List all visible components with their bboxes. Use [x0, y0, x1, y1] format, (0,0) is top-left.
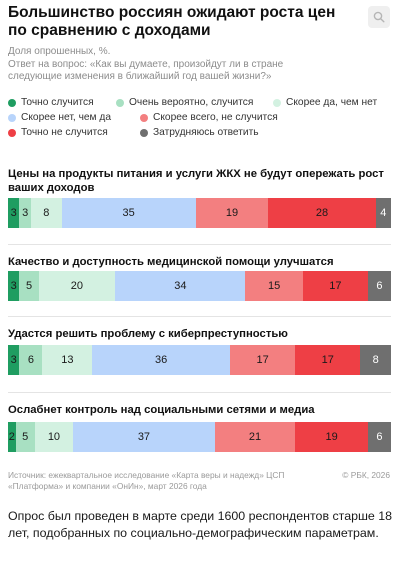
bar-segment: 3	[19, 198, 30, 228]
bar-segment: 8	[360, 345, 391, 375]
question-title: Цены на продукты питания и услуги ЖКХ не…	[8, 167, 398, 195]
legend-swatch	[8, 114, 16, 122]
question-title: Удастся решить проблему с киберпреступно…	[8, 327, 398, 341]
section-divider	[8, 392, 391, 393]
bar-segment: 17	[295, 345, 360, 375]
bar-segment: 37	[73, 422, 215, 452]
bar-segment: 15	[245, 271, 302, 301]
legend-swatch	[8, 129, 16, 137]
bar-segment: 6	[19, 345, 42, 375]
stacked-bar: 2 5 10 37 21 19 6	[8, 422, 391, 452]
bar-segment: 3	[8, 345, 19, 375]
stacked-bar: 3 3 8 35 19 28 4	[8, 198, 391, 228]
legend-item: Затрудняюсь ответить	[140, 127, 259, 138]
bar-segment: 19	[196, 198, 269, 228]
chart-card: Большинство россиян ожидают роста цен по…	[0, 0, 400, 497]
stacked-bar: 3 6 13 36 17 17 8	[8, 345, 391, 375]
legend-swatch	[140, 114, 148, 122]
section-divider	[8, 244, 391, 245]
bar-segment: 17	[230, 345, 295, 375]
search-button[interactable]	[368, 6, 390, 28]
bar-segment: 2	[8, 422, 16, 452]
subtitle-unit: Доля опрошенных, %.	[8, 46, 338, 59]
legend-label: Точно случится	[21, 97, 94, 108]
bar-segment: 3	[8, 271, 19, 301]
legend-label: Затрудняюсь ответить	[153, 127, 259, 138]
legend-swatch	[140, 129, 148, 137]
legend-label: Скорее да, чем нет	[286, 97, 377, 108]
chart-title: Большинство россиян ожидают роста цен по…	[8, 4, 358, 40]
bar-segment: 5	[16, 422, 35, 452]
stacked-bar: 3 5 20 34 15 17 6	[8, 271, 391, 301]
legend-item: Скорее да, чем нет	[273, 97, 377, 108]
legend-swatch	[116, 99, 124, 107]
bar-segment: 35	[62, 198, 196, 228]
legend-swatch	[273, 99, 281, 107]
question-title: Качество и доступность медицинской помощ…	[8, 255, 398, 269]
copyright-text: © РБК, 2026	[342, 470, 390, 480]
section-divider	[8, 316, 391, 317]
bar-segment: 36	[92, 345, 230, 375]
search-icon	[373, 11, 385, 23]
bar-segment: 21	[215, 422, 295, 452]
bar-segment: 3	[8, 198, 19, 228]
legend-item: Очень вероятно, случится	[116, 97, 253, 108]
subtitle-question: Ответ на вопрос: «Как вы думаете, произо…	[8, 59, 338, 84]
legend-item: Скорее всего, не случится	[140, 112, 278, 123]
legend-item: Точно не случится	[8, 127, 108, 138]
source-note: Источник: ежеквартальное исследование «К…	[8, 470, 308, 492]
bar-segment: 13	[42, 345, 92, 375]
legend-label: Точно не случится	[21, 127, 108, 138]
legend-swatch	[8, 99, 16, 107]
bar-segment: 4	[376, 198, 391, 228]
bar-segment: 6	[368, 422, 391, 452]
bar-segment: 19	[295, 422, 368, 452]
bar-segment: 10	[35, 422, 73, 452]
caption-text: Опрос был проведен в марте среди 1600 ре…	[8, 508, 393, 542]
bar-segment: 17	[303, 271, 368, 301]
legend-item: Точно случится	[8, 97, 94, 108]
bar-segment: 6	[368, 271, 391, 301]
copyright-note: © РБК, 2026	[342, 470, 390, 480]
legend-label: Очень вероятно, случится	[129, 97, 253, 108]
legend-label: Скорее нет, чем да	[21, 112, 111, 123]
question-title: Ослабнет контроль над социальными сетями…	[8, 403, 398, 417]
bar-segment: 8	[31, 198, 62, 228]
legend-item: Скорее нет, чем да	[8, 112, 111, 123]
bar-segment: 34	[115, 271, 245, 301]
bar-segment: 5	[19, 271, 38, 301]
bar-segment: 28	[268, 198, 375, 228]
legend-label: Скорее всего, не случится	[153, 112, 278, 123]
chart-subtitle: Доля опрошенных, %. Ответ на вопрос: «Ка…	[8, 46, 338, 84]
bar-segment: 20	[39, 271, 116, 301]
